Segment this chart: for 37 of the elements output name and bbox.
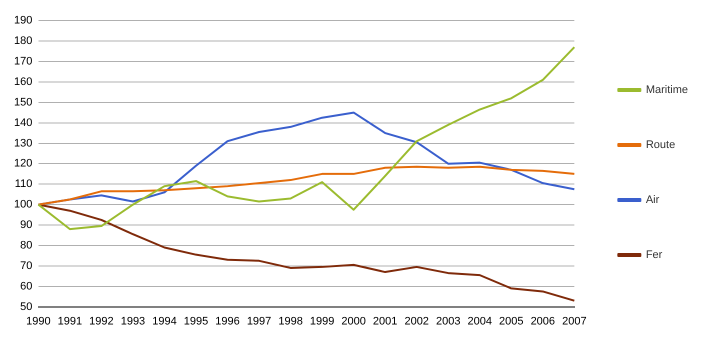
y-tick-label: 190	[14, 14, 32, 27]
x-tick-label: 2007	[562, 315, 587, 328]
x-tick-label: 2000	[341, 315, 366, 328]
y-tick-label: 120	[14, 158, 32, 170]
y-tick-label: 160	[14, 76, 32, 88]
legend-label: Maritime	[646, 84, 688, 96]
x-tick-label: 2001	[372, 315, 398, 328]
y-tick-label: 110	[14, 178, 32, 190]
x-tick-label: 2006	[530, 315, 556, 328]
x-tick-label: 1990	[26, 315, 51, 328]
x-tick-label: 2005	[499, 315, 524, 328]
y-tick-label: 170	[14, 56, 32, 68]
y-tick-label: 80	[20, 240, 32, 252]
x-tick-label: 1999	[310, 315, 334, 328]
legend-label: Air	[646, 194, 660, 206]
y-tick-label: 70	[20, 260, 32, 272]
x-tick-label: 1997	[246, 315, 272, 328]
y-tick-label: 150	[14, 96, 32, 108]
x-tick-label: 1995	[184, 315, 208, 328]
legend-label: Route	[646, 139, 676, 152]
y-tick-label: 180	[14, 35, 32, 48]
x-tick-label: 1994	[152, 315, 177, 328]
y-tick-label: 60	[20, 280, 32, 292]
x-tick-label: 2003	[436, 315, 460, 328]
y-tick-label: 140	[14, 116, 32, 129]
x-tick-label: 1993	[120, 315, 146, 328]
legend-label: Fer	[646, 249, 663, 262]
x-tick-label: 1998	[278, 315, 303, 328]
x-tick-label: 2002	[404, 315, 429, 328]
x-tick-label: 2004	[468, 315, 492, 328]
y-tick-label: 90	[20, 219, 32, 232]
y-tick-label: 130	[14, 137, 32, 150]
y-tick-label: 100	[14, 198, 32, 211]
x-tick-label: 1992	[89, 315, 114, 328]
x-tick-label: 1996	[215, 315, 240, 328]
y-tick-label: 50	[20, 300, 32, 313]
x-tick-label: 1991	[58, 315, 82, 328]
